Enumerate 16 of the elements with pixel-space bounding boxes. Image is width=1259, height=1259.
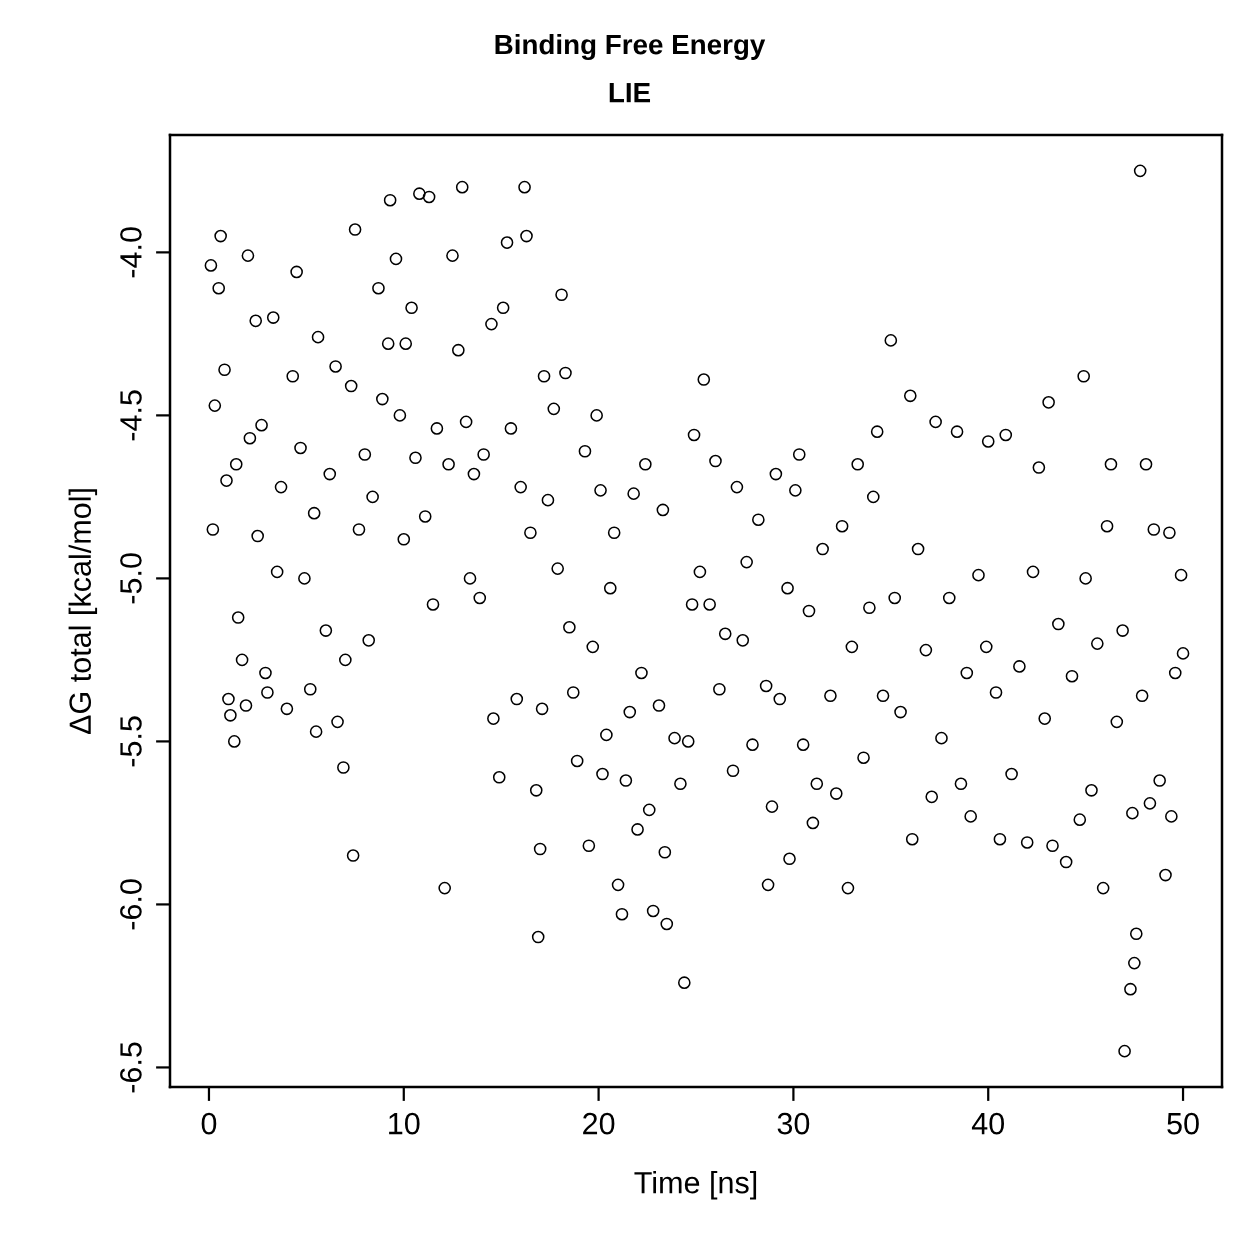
- y-tick-label: -4.5: [120, 390, 142, 441]
- x-tick-label: 10: [389, 1112, 420, 1135]
- y-tick-label: -5.0: [120, 553, 142, 604]
- x-tick-label: 50: [1167, 1112, 1199, 1135]
- y-tick-label: -4.0: [120, 227, 142, 278]
- chart-title: Binding Free Energy: [495, 33, 766, 61]
- y-tick-label: -5.5: [120, 716, 142, 767]
- x-tick-label: 20: [583, 1112, 615, 1135]
- x-tick-label: 40: [971, 1112, 1005, 1135]
- y-tick-label: -6.5: [120, 1042, 142, 1093]
- y-tick-label: -6.0: [120, 879, 142, 930]
- chart-subtitle: LIE: [609, 83, 651, 103]
- x-axis-title: Time [ns]: [634, 1171, 757, 1200]
- x-tick-label: 30: [777, 1112, 810, 1135]
- y-axis-title: ΔG total [kcal/mol]: [68, 489, 98, 735]
- x-tick-label: 0: [201, 1112, 217, 1135]
